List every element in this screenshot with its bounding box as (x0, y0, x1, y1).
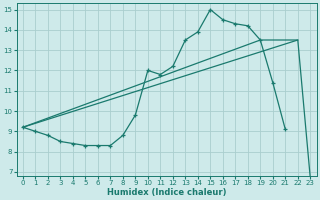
X-axis label: Humidex (Indice chaleur): Humidex (Indice chaleur) (107, 188, 226, 197)
